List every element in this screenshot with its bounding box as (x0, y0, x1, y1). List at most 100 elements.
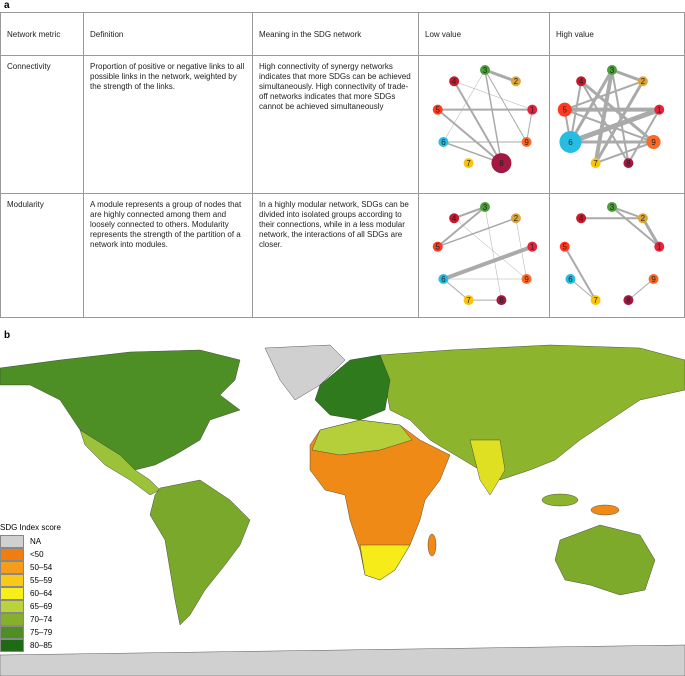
network-link (437, 217, 517, 248)
network-node (510, 76, 521, 87)
node-label: 2 (514, 214, 519, 223)
legend-swatch (0, 561, 24, 574)
network-link (484, 69, 503, 164)
legend-item: NA (0, 535, 61, 548)
panel-label: b (4, 330, 11, 341)
network-link (569, 107, 661, 145)
legend-swatch (0, 587, 24, 600)
node-label: 5 (436, 106, 441, 115)
node-label: 8 (499, 296, 504, 305)
node-label: 9 (651, 138, 656, 147)
network-node (432, 241, 443, 252)
node-label: 5 (563, 243, 568, 252)
node-label: 6 (441, 275, 446, 284)
network-link (611, 68, 644, 83)
cell: Connectivity (0, 55, 84, 194)
legend-item: 80–85 (0, 639, 61, 652)
legend-item: 70–74 (0, 613, 61, 626)
legend-label: 55–59 (30, 576, 53, 585)
network-link (564, 108, 654, 143)
cell: Proportion of positive or negative links… (83, 55, 253, 194)
network-node (637, 76, 648, 87)
network-link (569, 69, 614, 143)
europe (314, 354, 391, 421)
legend-swatch (0, 548, 24, 561)
network-node (565, 274, 576, 284)
network-link (515, 218, 527, 280)
network-node (590, 158, 601, 169)
network-link (437, 108, 503, 164)
antarctica (0, 644, 685, 676)
network-node (432, 104, 443, 115)
legend-label: NA (30, 537, 42, 546)
node-label: 2 (641, 214, 646, 223)
node-label: 1 (657, 106, 662, 115)
legend-item: 50–54 (0, 561, 61, 574)
network-link (437, 206, 486, 248)
network-node (527, 241, 538, 252)
network-node (510, 213, 521, 224)
network-node (449, 213, 460, 224)
network-node (607, 65, 617, 75)
legend-label: 50–54 (30, 563, 53, 572)
legend-item: 60–64 (0, 587, 61, 600)
node-label: 7 (466, 296, 471, 305)
network-node (496, 295, 507, 306)
legend-swatch (0, 613, 24, 626)
legend-item: 55–59 (0, 574, 61, 587)
network-node (449, 76, 460, 87)
network-link (611, 206, 660, 248)
node-label: 4 (452, 77, 457, 86)
cell: A module represents a group of nodes tha… (83, 193, 253, 318)
node-label: 5 (563, 106, 568, 115)
header-cell: Definition (83, 12, 253, 56)
network-node (527, 104, 538, 115)
node-label: 9 (524, 275, 529, 284)
south-america (149, 479, 251, 626)
north-africa (311, 419, 413, 456)
legend-label: 70–74 (30, 615, 53, 624)
network-node (559, 131, 582, 153)
node-label: 6 (568, 138, 573, 147)
network-link (453, 80, 503, 164)
network-link (593, 69, 614, 164)
asia (379, 344, 685, 481)
node-label: 1 (530, 106, 535, 115)
node-label: 9 (651, 275, 656, 284)
network-node (590, 295, 601, 306)
network-node (648, 274, 659, 284)
node-label: 6 (441, 138, 446, 147)
network-node (654, 104, 665, 115)
network-link (442, 244, 533, 281)
network-link (627, 109, 661, 164)
network-link (611, 69, 630, 164)
node-label: 7 (593, 159, 598, 168)
cell: In a highly modular network, SDGs can be… (252, 193, 419, 318)
network-link (570, 278, 596, 301)
network-link (611, 206, 644, 220)
network-link (580, 80, 630, 164)
node-label: 3 (483, 66, 488, 75)
network-link (628, 278, 654, 301)
network-link (443, 141, 502, 164)
southern-africa (359, 544, 411, 581)
island (427, 533, 437, 557)
legend-item: 65–69 (0, 600, 61, 613)
network-node (637, 213, 648, 224)
network-link (563, 246, 597, 301)
network-node (521, 137, 532, 147)
node-label: 3 (610, 66, 615, 75)
legend-label: 60–64 (30, 589, 53, 598)
legend-label: <50 (30, 550, 44, 559)
network-node (559, 241, 570, 252)
network-node (557, 102, 572, 117)
india (469, 439, 506, 496)
cell (549, 193, 685, 318)
node-label: 8 (626, 296, 631, 305)
legend-swatch (0, 600, 24, 613)
legend-label: 75–79 (30, 628, 53, 637)
island (541, 493, 579, 507)
legend-swatch (0, 639, 24, 652)
